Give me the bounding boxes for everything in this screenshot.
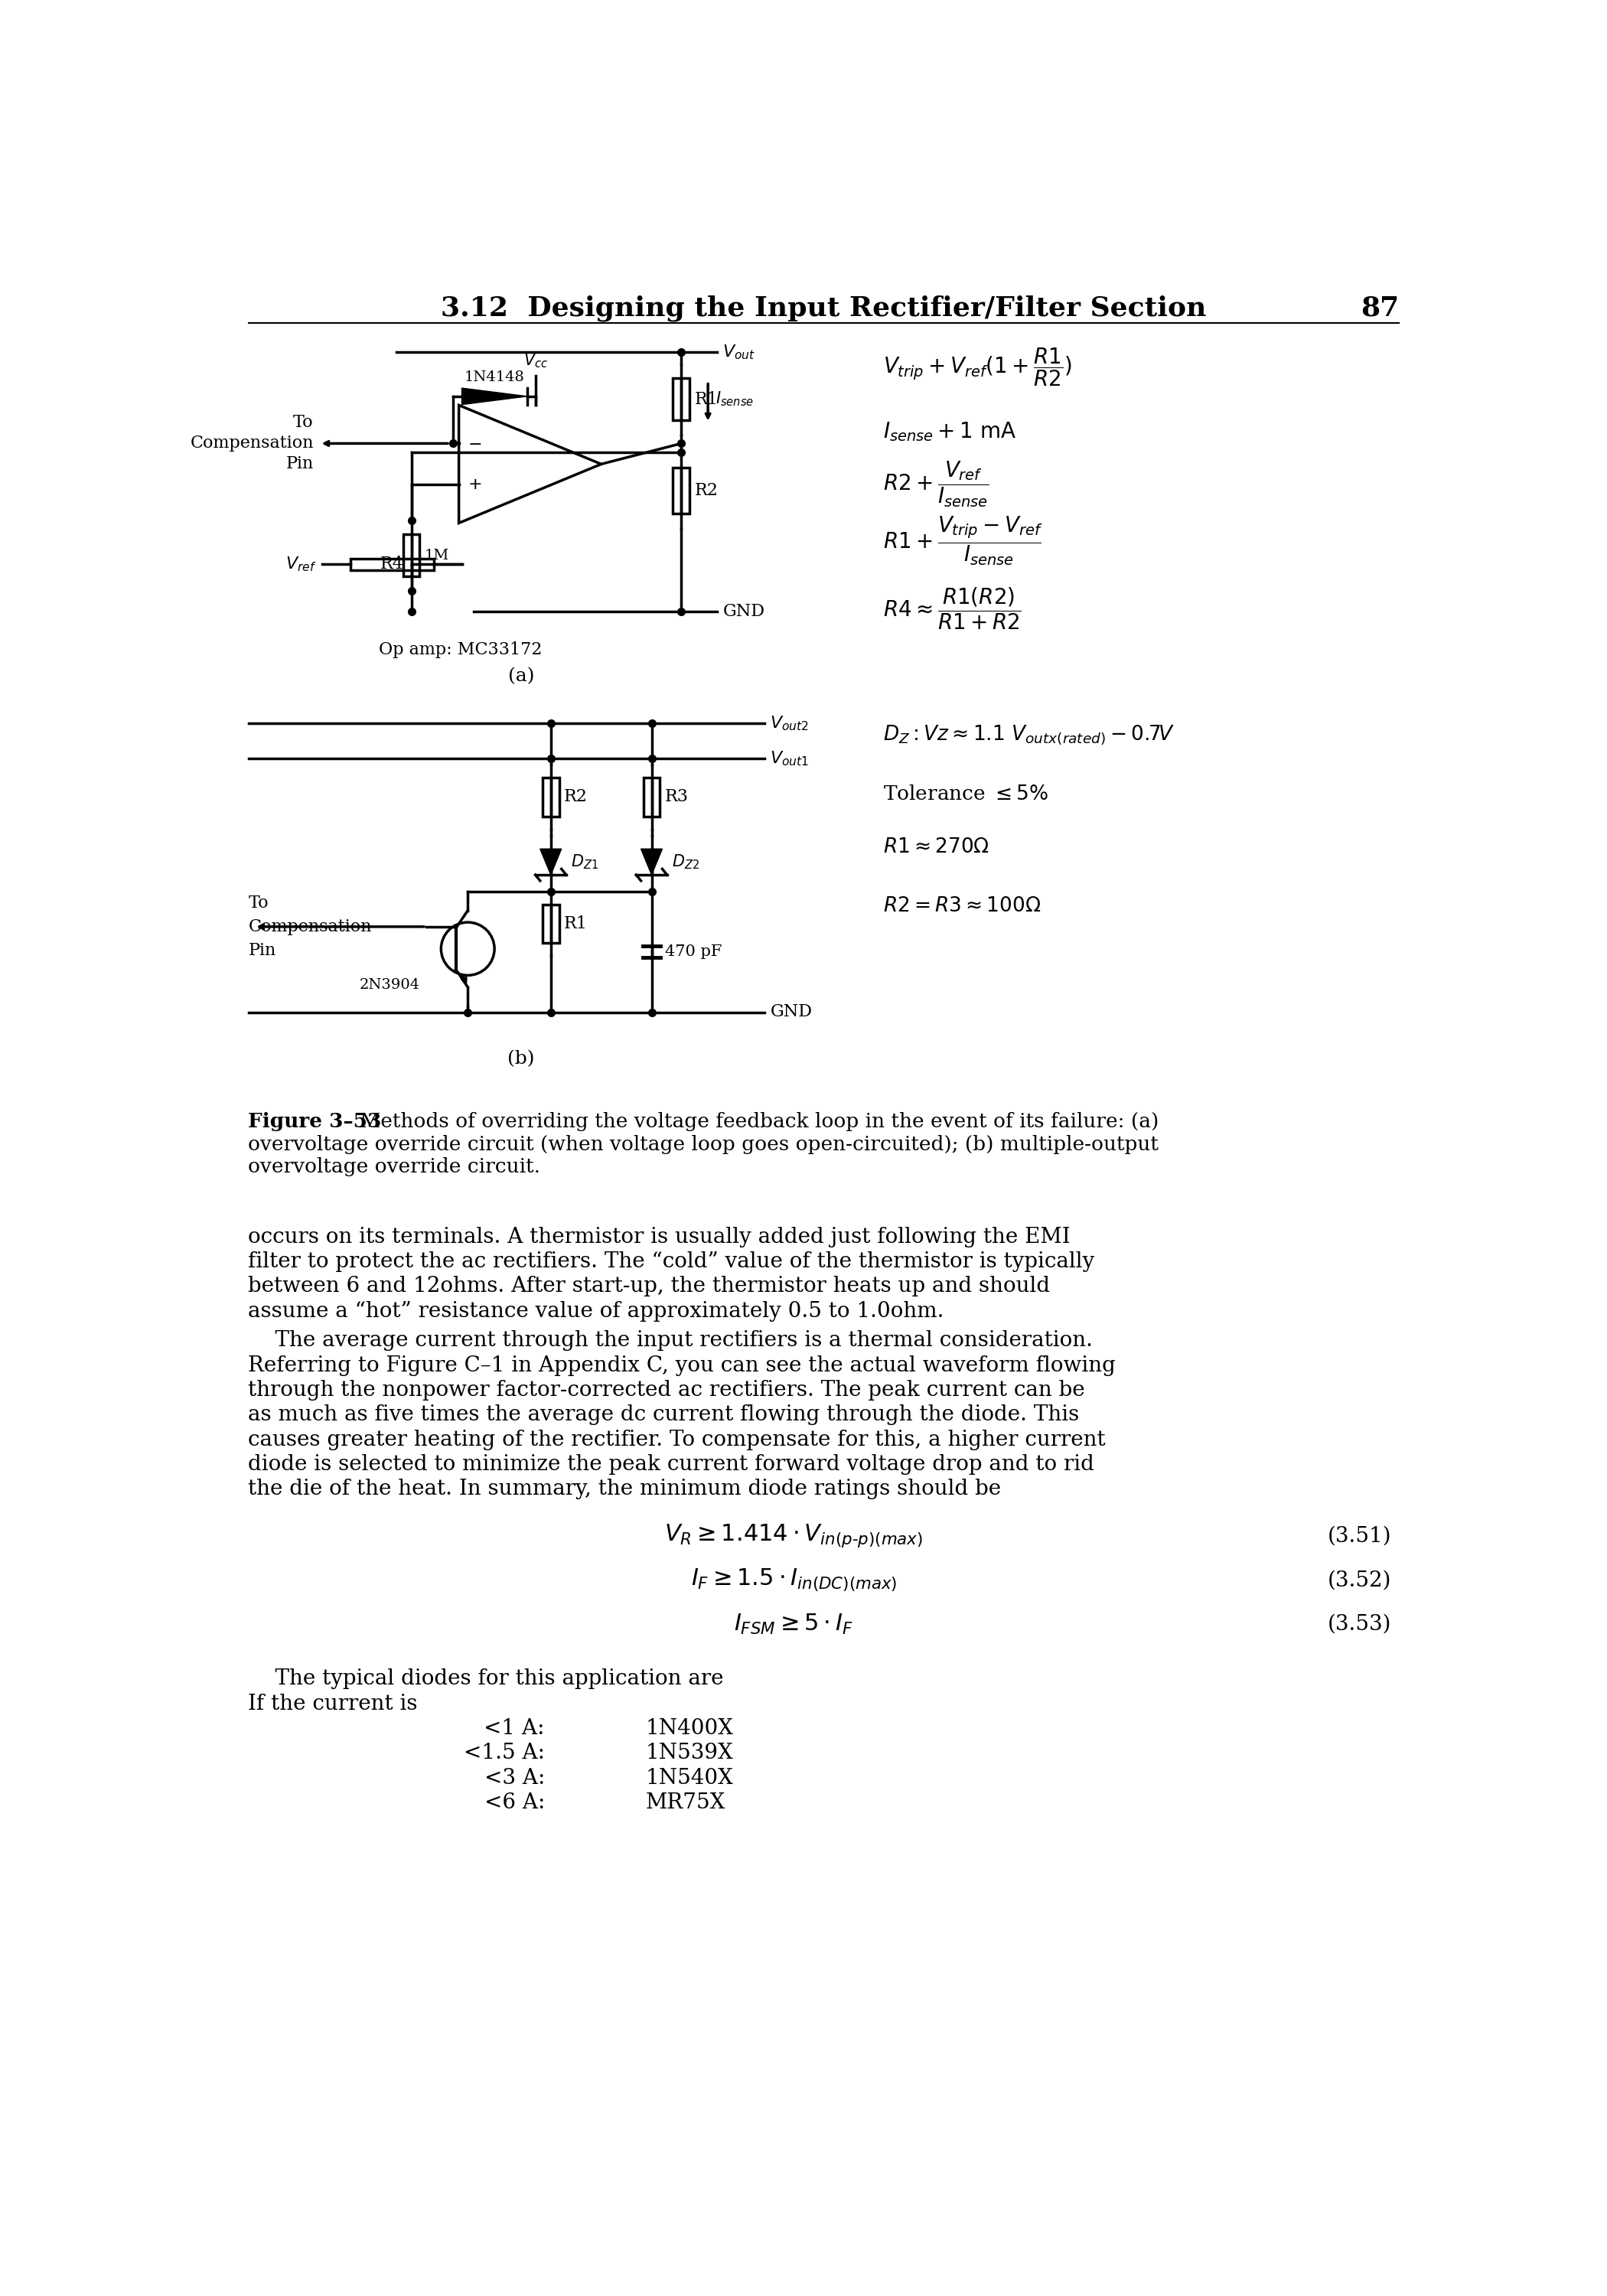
Text: $I_F \geq 1.5 \cdot I_{in(DC)(max)}$: $I_F \geq 1.5 \cdot I_{in(DC)(max)}$ bbox=[691, 1568, 897, 1593]
Text: <1 A:: <1 A: bbox=[484, 1717, 545, 1738]
Text: $I_{FSM} \geq 5 \cdot I_F$: $I_{FSM} \geq 5 \cdot I_F$ bbox=[734, 1612, 853, 1637]
Text: $R2 = R3 \approx 100\Omega$: $R2 = R3 \approx 100\Omega$ bbox=[882, 895, 1041, 916]
Text: Methods of overriding the voltage feedback loop in the event of its failure: (a): Methods of overriding the voltage feedba… bbox=[341, 1111, 1159, 1132]
Text: Compensation: Compensation bbox=[190, 434, 313, 452]
Text: $V_{out2}$: $V_{out2}$ bbox=[770, 714, 810, 732]
Text: $D_{Z2}$: $D_{Z2}$ bbox=[672, 852, 699, 870]
Text: (3.51): (3.51) bbox=[1327, 1527, 1392, 1548]
Bar bbox=[350, 558, 434, 569]
Bar bbox=[673, 379, 689, 420]
Text: causes greater heating of the rectifier. To compensate for this, a higher curren: causes greater heating of the rectifier.… bbox=[249, 1430, 1106, 1451]
Text: $V_{cc}$: $V_{cc}$ bbox=[524, 351, 548, 370]
Text: <1.5 A:: <1.5 A: bbox=[464, 1743, 545, 1763]
Text: $V_{trip} + V_{ref}(1 + \dfrac{R1}{R2})$: $V_{trip} + V_{ref}(1 + \dfrac{R1}{R2})$ bbox=[882, 347, 1072, 388]
Text: The average current through the input rectifiers is a thermal consideration.: The average current through the input re… bbox=[249, 1329, 1093, 1350]
Text: between 6 and 12ohms. After start-up, the thermistor heats up and should: between 6 and 12ohms. After start-up, th… bbox=[249, 1277, 1051, 1297]
Text: If the current is: If the current is bbox=[249, 1694, 418, 1715]
Text: $I_{sense}$: $I_{sense}$ bbox=[715, 390, 754, 409]
Text: Op amp: MC33172: Op amp: MC33172 bbox=[379, 641, 542, 659]
Text: Figure 3–53: Figure 3–53 bbox=[249, 1111, 382, 1132]
Text: overvoltage override circuit (when voltage loop goes open-circuited); (b) multip: overvoltage override circuit (when volta… bbox=[249, 1134, 1159, 1155]
Text: $V_{out}$: $V_{out}$ bbox=[723, 342, 755, 360]
Text: assume a “hot” resistance value of approximately 0.5 to 1.0ohm.: assume a “hot” resistance value of appro… bbox=[249, 1302, 945, 1322]
Text: To: To bbox=[292, 413, 313, 432]
Bar bbox=[643, 778, 660, 817]
Text: R2: R2 bbox=[564, 788, 588, 806]
Text: <6 A:: <6 A: bbox=[484, 1793, 545, 1814]
Text: diode is selected to minimize the peak current forward voltage drop and to rid: diode is selected to minimize the peak c… bbox=[249, 1453, 1094, 1474]
Text: 87: 87 bbox=[1361, 294, 1398, 321]
Text: 1N4148: 1N4148 bbox=[464, 370, 524, 383]
Text: $R1 + \dfrac{V_{trip} - V_{ref}}{I_{sense}}$: $R1 + \dfrac{V_{trip} - V_{ref}}{I_{sens… bbox=[882, 514, 1043, 567]
Text: R1: R1 bbox=[694, 390, 718, 409]
Polygon shape bbox=[461, 388, 527, 404]
Text: occurs on its terminals. A thermistor is usually added just following the EMI: occurs on its terminals. A thermistor is… bbox=[249, 1226, 1070, 1247]
Bar bbox=[543, 905, 559, 944]
Text: $D_Z: Vz \approx 1.1\ V_{outx(rated)} - 0.7V$: $D_Z: Vz \approx 1.1\ V_{outx(rated)} - … bbox=[882, 723, 1175, 746]
Text: $+$: $+$ bbox=[468, 475, 482, 494]
Text: <3 A:: <3 A: bbox=[484, 1768, 545, 1789]
Text: 1N540X: 1N540X bbox=[646, 1768, 733, 1789]
Text: GND: GND bbox=[770, 1003, 812, 1019]
Text: GND: GND bbox=[723, 604, 765, 620]
Text: R4: R4 bbox=[381, 556, 403, 572]
Text: $R4 \approx \dfrac{R1(R2)}{R1 + R2}$: $R4 \approx \dfrac{R1(R2)}{R1 + R2}$ bbox=[882, 585, 1022, 631]
Text: as much as five times the average dc current flowing through the diode. This: as much as five times the average dc cur… bbox=[249, 1405, 1080, 1426]
Text: overvoltage override circuit.: overvoltage override circuit. bbox=[249, 1157, 540, 1176]
Text: 1N400X: 1N400X bbox=[646, 1717, 734, 1738]
Text: $V_R \geq 1.414 \cdot V_{in(p\text{-}p)(max)}$: $V_R \geq 1.414 \cdot V_{in(p\text{-}p)(… bbox=[665, 1522, 924, 1550]
Text: R3: R3 bbox=[665, 788, 688, 806]
Bar bbox=[403, 535, 419, 576]
Text: (a): (a) bbox=[508, 668, 534, 684]
Text: 2N3904: 2N3904 bbox=[360, 978, 421, 992]
Text: Referring to Figure C–1 in Appendix C, you can see the actual waveform flowing: Referring to Figure C–1 in Appendix C, y… bbox=[249, 1355, 1115, 1375]
Text: 1M: 1M bbox=[424, 549, 448, 563]
Text: Tolerance $\leq 5\%$: Tolerance $\leq 5\%$ bbox=[882, 785, 1048, 804]
Text: Pin: Pin bbox=[249, 941, 276, 960]
Bar bbox=[543, 778, 559, 817]
Polygon shape bbox=[540, 850, 561, 875]
Text: (3.53): (3.53) bbox=[1327, 1614, 1392, 1635]
Text: Pin: Pin bbox=[286, 455, 313, 473]
Text: R1: R1 bbox=[564, 916, 588, 932]
Text: (3.52): (3.52) bbox=[1327, 1570, 1392, 1591]
Text: $D_{Z1}$: $D_{Z1}$ bbox=[570, 852, 598, 870]
Text: $R2 + \dfrac{V_{ref}}{I_{sense}}$: $R2 + \dfrac{V_{ref}}{I_{sense}}$ bbox=[882, 459, 988, 510]
Bar bbox=[673, 468, 689, 514]
Polygon shape bbox=[641, 850, 662, 875]
Text: To: To bbox=[249, 895, 268, 912]
Text: the die of the heat. In summary, the minimum diode ratings should be: the die of the heat. In summary, the min… bbox=[249, 1479, 1001, 1499]
Text: Compensation: Compensation bbox=[249, 918, 371, 934]
Text: $I_{sense} + 1\ \mathrm{mA}$: $I_{sense} + 1\ \mathrm{mA}$ bbox=[882, 420, 1016, 443]
Text: 3.12  Designing the Input Rectifier/Filter Section: 3.12 Designing the Input Rectifier/Filte… bbox=[440, 294, 1207, 321]
Text: The typical diodes for this application are: The typical diodes for this application … bbox=[249, 1669, 723, 1690]
Text: $V_{ref}$: $V_{ref}$ bbox=[286, 556, 317, 574]
Text: MR75X: MR75X bbox=[646, 1793, 725, 1814]
Text: R2: R2 bbox=[694, 482, 718, 498]
Text: $R1 \approx 270\Omega$: $R1 \approx 270\Omega$ bbox=[882, 838, 990, 856]
Text: $-$: $-$ bbox=[468, 434, 482, 452]
Text: filter to protect the ac rectifiers. The “cold” value of the thermistor is typic: filter to protect the ac rectifiers. The… bbox=[249, 1251, 1094, 1272]
Text: (b): (b) bbox=[508, 1052, 535, 1068]
Text: through the nonpower factor-corrected ac rectifiers. The peak current can be: through the nonpower factor-corrected ac… bbox=[249, 1380, 1085, 1401]
Text: $V_{out1}$: $V_{out1}$ bbox=[770, 751, 810, 767]
Text: 1N539X: 1N539X bbox=[646, 1743, 733, 1763]
Text: 470 pF: 470 pF bbox=[665, 944, 722, 960]
